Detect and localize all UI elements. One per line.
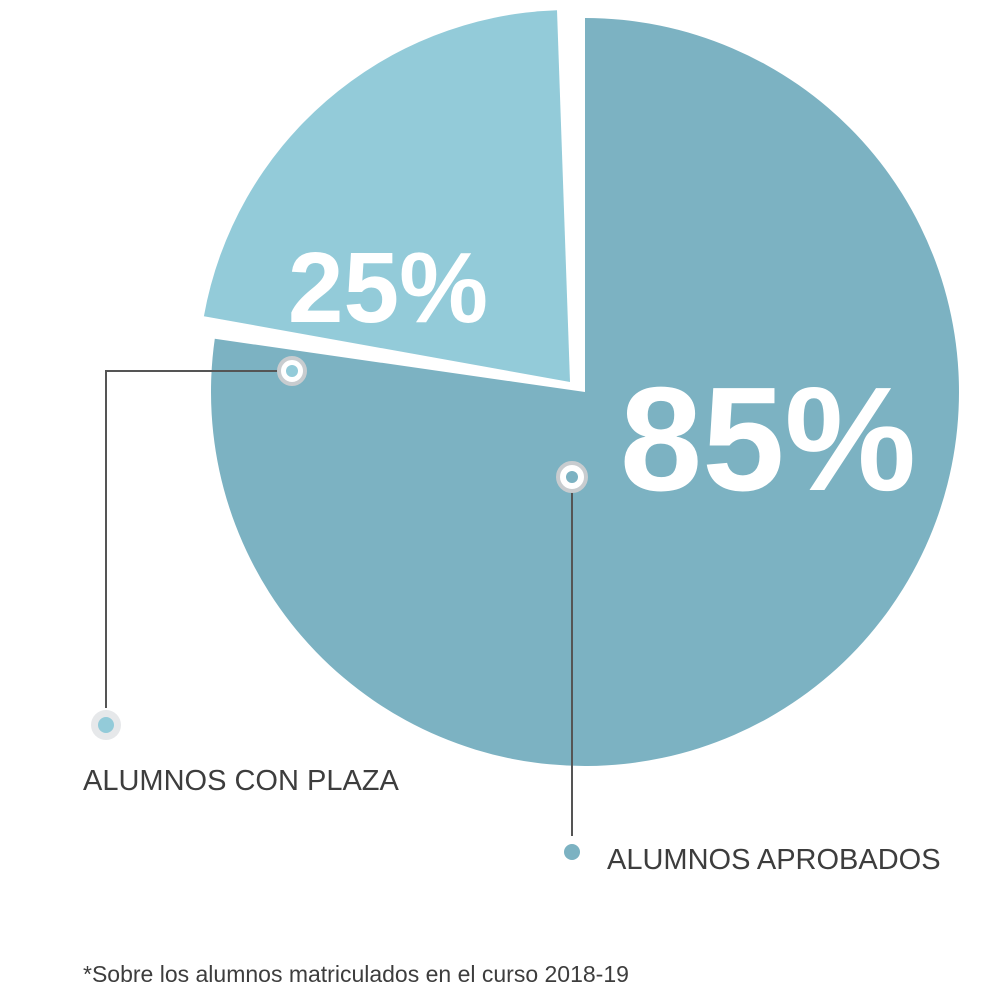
slice-alumnos-aprobados	[210, 18, 959, 766]
legend-marker-aprobados	[564, 844, 580, 860]
callout-line-con-plaza	[105, 370, 278, 708]
slice-alumnos-con-plaza	[203, 10, 570, 382]
callout-anchor-dot-con-plaza	[286, 365, 298, 377]
legend-label-con-plaza: ALUMNOS CON PLAZA	[83, 765, 399, 797]
footnote: *Sobre los alumnos matriculados en el cu…	[83, 961, 629, 987]
slice-value-label-aprobados: 85%	[620, 357, 916, 522]
legend-marker-con-plaza	[98, 717, 114, 733]
legend-label-aprobados: ALUMNOS APROBADOS	[607, 844, 941, 876]
slice-value-label-con-plaza: 25%	[288, 232, 488, 344]
callout-anchor-dot-aprobados	[566, 471, 578, 483]
